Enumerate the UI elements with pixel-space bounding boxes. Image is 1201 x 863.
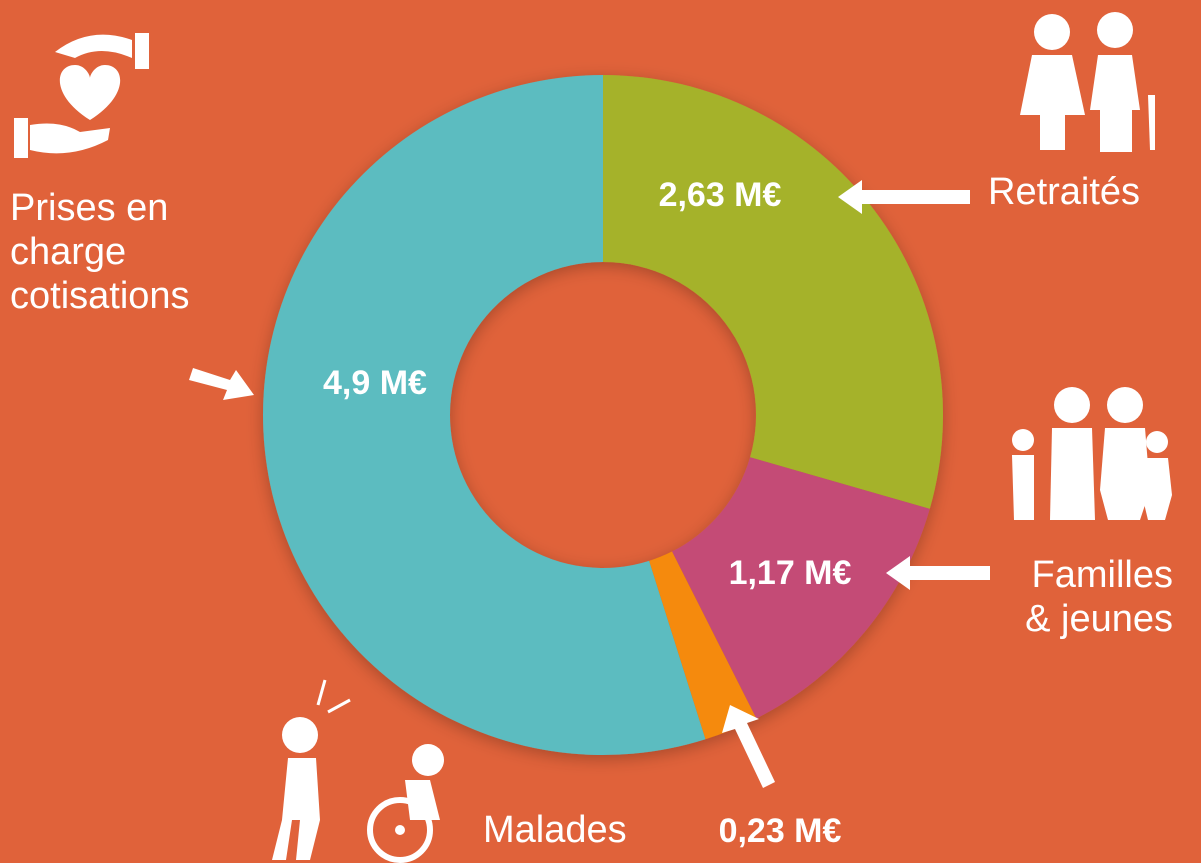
- donut-segment: [603, 75, 943, 509]
- value-label: 1,17 M€: [729, 554, 852, 592]
- arrow: [886, 556, 990, 590]
- donut-segment: [649, 551, 757, 740]
- donut-segment: [672, 457, 930, 719]
- category-label: Familles & jeunes: [1025, 554, 1173, 640]
- category-label: Retraités: [988, 171, 1141, 213]
- icon-retirees: [1020, 12, 1155, 152]
- value-label: 4,9 M€: [323, 364, 427, 402]
- icon-care: [14, 33, 149, 158]
- value-label: 2,63 M€: [659, 176, 782, 214]
- arrow: [189, 368, 254, 400]
- value-label: 0,23 M€: [719, 812, 842, 850]
- arrows: [189, 180, 990, 788]
- category-label: Malades: [483, 809, 627, 851]
- icon-family: [1012, 387, 1172, 520]
- donut-segment: [263, 75, 706, 755]
- icon-sick: [272, 679, 444, 863]
- arrow: [722, 705, 775, 788]
- donut: [263, 75, 943, 755]
- arrow: [838, 180, 970, 214]
- category-label: Prises en charge cotisations: [10, 187, 190, 317]
